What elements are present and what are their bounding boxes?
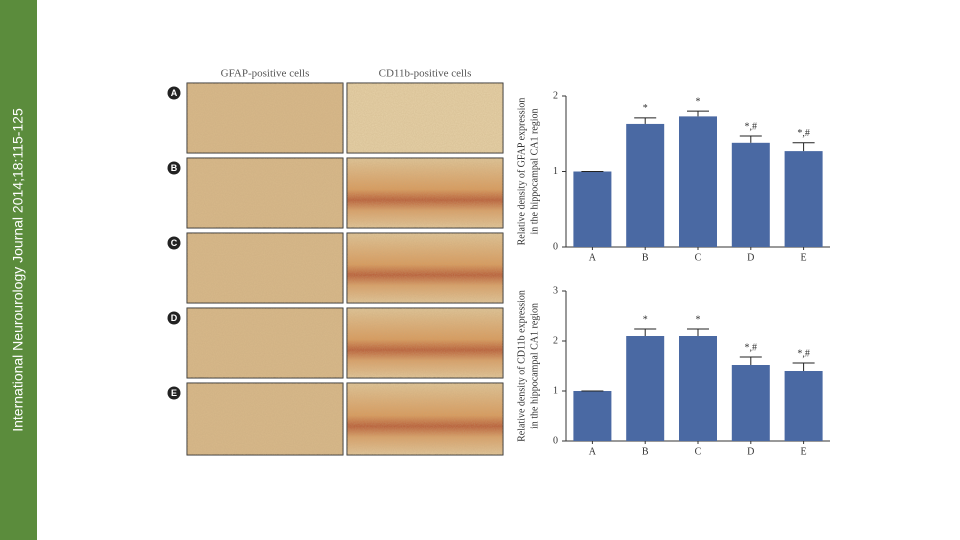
x-tick-label: E (801, 446, 807, 457)
micrograph-texture (187, 383, 343, 455)
x-tick-label: A (589, 252, 597, 263)
significance-label: * (643, 314, 648, 325)
x-tick-label: B (642, 446, 649, 457)
panel-badge (167, 311, 181, 325)
x-tick-label: C (695, 446, 702, 457)
x-tick-label: D (747, 446, 754, 457)
bar (573, 171, 612, 247)
micrograph-texture (187, 83, 343, 153)
panel-badge (167, 86, 181, 100)
bar (679, 336, 717, 441)
bar (626, 336, 665, 441)
y-tick-label: 0 (553, 435, 558, 446)
x-tick-label: D (747, 252, 754, 263)
y-axis-label: Relative density of GFAP expression (516, 98, 527, 246)
micrograph-texture (347, 158, 503, 228)
significance-label: *,# (797, 348, 810, 359)
panel-label: E (171, 388, 177, 398)
x-tick-label: B (642, 252, 649, 263)
y-tick-label: 3 (553, 285, 558, 296)
y-axis-label: in the hippocampal CA1 region (529, 108, 540, 234)
panel-badge (167, 386, 181, 400)
micrograph-texture (187, 233, 343, 303)
panel-label: C (171, 238, 178, 248)
y-tick-label: 0 (553, 241, 558, 252)
bar (679, 116, 717, 247)
x-tick-label: A (589, 446, 597, 457)
y-tick-label: 1 (553, 166, 558, 177)
bar (784, 151, 823, 247)
micrograph-texture (187, 308, 343, 378)
panel-label: B (171, 163, 178, 173)
x-tick-label: C (695, 252, 702, 263)
bar (626, 123, 665, 247)
significance-label: *,# (745, 121, 758, 132)
column-title: GFAP-positive cells (221, 68, 310, 80)
significance-label: *,# (797, 128, 810, 139)
bar (573, 391, 612, 441)
micrograph-texture (347, 83, 503, 153)
micrograph-texture (347, 233, 503, 303)
significance-label: * (696, 314, 701, 325)
panel-badge (167, 236, 181, 250)
micrograph-texture (347, 308, 503, 378)
panel-label: D (171, 313, 178, 323)
x-tick-label: E (801, 252, 807, 263)
bar (784, 371, 823, 441)
column-title: CD11b-positive cells (379, 68, 472, 80)
panel-label: A (171, 88, 178, 98)
micrograph-texture (187, 158, 343, 228)
y-axis-label: in the hippocampal CA1 region (529, 303, 540, 429)
significance-label: *,# (745, 342, 758, 353)
journal-citation: International Neurourology Journal 2014;… (10, 108, 26, 432)
significance-label: * (643, 103, 648, 114)
side-banner (0, 0, 37, 540)
bar (731, 142, 770, 247)
y-axis-label: Relative density of CD11b expression (516, 290, 527, 442)
y-tick-label: 1 (553, 385, 558, 396)
panel-badge (167, 161, 181, 175)
y-tick-label: 2 (553, 90, 558, 101)
y-tick-label: 2 (553, 335, 558, 346)
significance-label: * (696, 96, 701, 107)
bar (731, 365, 770, 441)
micrograph-texture (347, 383, 503, 455)
